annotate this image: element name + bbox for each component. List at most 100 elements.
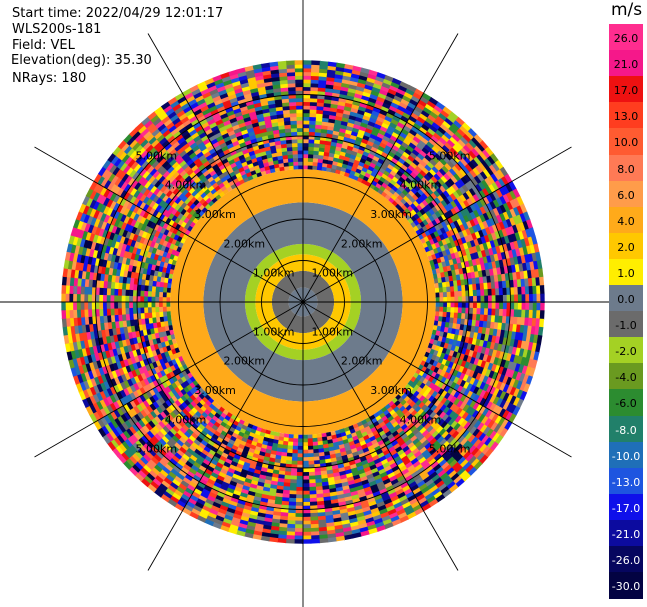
velocity-gate [156,321,162,328]
velocity-gate [439,306,444,313]
velocity-gate [303,164,309,170]
velocity-gate [281,448,288,454]
velocity-gate [154,291,160,297]
velocity-gate [323,451,331,457]
velocity-gate [303,161,309,166]
velocity-gate [446,291,452,298]
velocity-gate [312,161,319,167]
velocity-gate [317,161,324,167]
velocity-gate [442,291,448,298]
velocity-gate [302,442,308,447]
velocity-gate [296,453,303,458]
velocity-gate [282,437,289,443]
velocity-gate [449,286,455,293]
velocity-gate [437,321,443,327]
velocity-gate [307,453,314,458]
velocity-gate [297,442,303,447]
velocity-gate [452,317,458,325]
velocity-gate [154,296,160,302]
velocity-gate [165,355,172,363]
velocity-gate [441,281,447,288]
velocity-gate [165,301,171,307]
velocity-gate [277,155,284,161]
velocity-gate [158,306,164,313]
velocity-gate [438,282,444,289]
velocity-gate [155,311,160,318]
velocity-gate [321,432,327,438]
velocity-gate [241,160,249,167]
velocity-gate [446,286,451,293]
velocity-gate [297,149,304,155]
velocity-gate [287,437,294,443]
velocity-gate [242,164,250,171]
velocity-gate [322,443,329,449]
velocity-gate [286,448,293,454]
velocity-gate [162,311,168,317]
velocity-gate [297,438,303,443]
velocity-gate [151,306,156,313]
velocity-gate [297,153,304,159]
velocity-gate [154,306,160,313]
velocity-gate [313,154,320,159]
velocity-gate [439,302,444,308]
velocity-band [271,270,335,334]
velocity-gate [276,447,283,453]
velocity-gate [322,440,329,446]
velocity-gate [302,445,309,451]
velocity-gate [298,161,304,166]
velocity-gate [450,302,456,308]
velocity-gate [303,157,309,162]
velocity-gate [356,433,364,440]
velocity-gate [283,433,290,439]
velocity-gate [307,441,314,447]
velocity-gate [293,161,299,166]
velocity-gate [282,154,289,160]
velocity-gate [446,312,451,319]
velocity-gate [302,434,308,440]
velocity-gate [438,311,444,318]
velocity-gate [297,434,303,440]
velocity-gate [307,161,314,166]
velocity-gate [312,445,319,450]
velocity-gate [448,322,454,329]
velocity-gate [441,316,447,323]
velocity-gate [292,157,299,163]
velocity-gate [443,302,448,308]
velocity-gate [293,164,299,170]
velocity-gate [156,275,162,282]
velocity-gate [442,306,448,313]
velocity-gate [155,316,161,323]
velocity-gate [450,291,455,298]
velocity-gate [282,440,289,446]
velocity-gate [287,154,294,159]
velocity-gate [323,151,330,157]
velocity-gate [292,438,299,443]
velocity-gate [297,449,303,455]
velocity-gate [166,315,172,322]
velocity-gate [287,157,294,163]
velocity-gate [151,280,157,287]
velocity-gate [445,281,451,288]
velocity-gate [303,149,309,155]
velocity-gate [435,362,442,370]
velocity-gate [276,151,283,157]
velocity-gate [159,276,165,283]
velocity-gate [292,153,299,159]
velocity-gate [288,434,294,439]
velocity-gate [442,311,448,318]
velocity-gate [435,311,440,317]
velocity-gate [437,277,443,284]
velocity-gate [439,297,444,303]
velocity-gate [438,240,445,248]
velocity-gate [362,434,370,442]
velocity-gate [155,280,161,287]
velocity-gate [368,435,377,443]
velocity-gate [433,320,439,327]
velocity-gate [318,154,325,160]
velocity-gate [162,291,167,298]
velocity-gate [307,445,314,451]
velocity-gate [287,150,294,156]
velocity-gate [291,453,298,458]
velocity-gate [432,273,439,280]
velocity-gate [298,157,304,162]
